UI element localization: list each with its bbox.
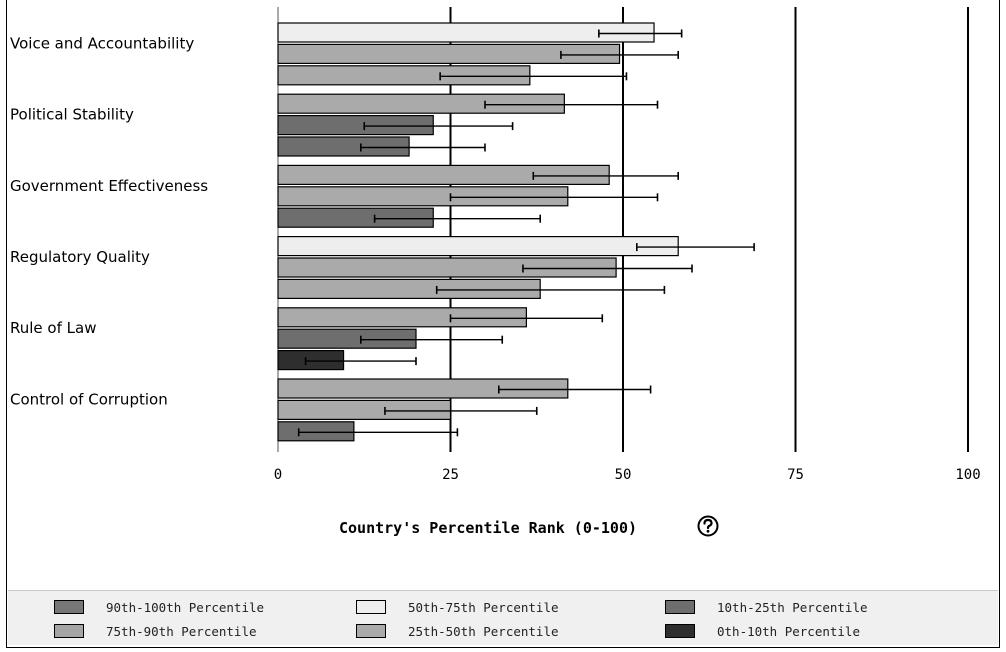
category-label: Control of Corruption bbox=[10, 390, 168, 408]
x-tick-label: 75 bbox=[787, 467, 804, 483]
bars bbox=[277, 22, 679, 442]
x-axis-ticks: 0 25 50 75 100 bbox=[274, 467, 981, 483]
legend-label: 10th-25th Percentile bbox=[717, 599, 868, 615]
x-tick-label: 50 bbox=[615, 467, 632, 483]
legend-swatch bbox=[356, 624, 386, 638]
legend-label: 0th-10th Percentile bbox=[717, 623, 860, 639]
legend-item: 0th-10th Percentile bbox=[665, 621, 860, 641]
bar bbox=[277, 207, 434, 228]
legend: 90th-100th Percentile 50th-75th Percentil… bbox=[8, 590, 998, 645]
legend-swatch bbox=[54, 624, 84, 638]
bar bbox=[277, 236, 679, 257]
category-label: Political Stability bbox=[10, 106, 134, 124]
category-label: Regulatory Quality bbox=[10, 248, 150, 266]
legend-label: 25th-50th Percentile bbox=[408, 623, 559, 639]
bar bbox=[277, 114, 434, 136]
bar bbox=[277, 43, 621, 65]
category-label: Voice and Accountability bbox=[10, 34, 194, 52]
bar bbox=[277, 93, 565, 114]
legend-swatch bbox=[665, 600, 695, 614]
legend-label: 75th-90th Percentile bbox=[106, 623, 257, 639]
bar bbox=[277, 378, 569, 399]
category-labels: Voice and Accountability Political Stabil… bbox=[10, 34, 208, 408]
bar bbox=[277, 278, 541, 299]
bar bbox=[277, 350, 345, 371]
legend-label: 90th-100th Percentile bbox=[106, 599, 265, 615]
bar bbox=[277, 307, 527, 328]
bar bbox=[277, 421, 355, 442]
x-axis-label: Country's Percentile Rank (0-100) bbox=[339, 519, 637, 537]
legend-item: 10th-25th Percentile bbox=[665, 597, 868, 617]
x-tick-label: 25 bbox=[442, 467, 459, 483]
legend-item: 25th-50th Percentile bbox=[356, 621, 559, 641]
error-bars bbox=[297, 29, 755, 437]
percentile-rank-chart: Voice and Accountability Political Stabil… bbox=[10, 7, 981, 537]
bar bbox=[277, 328, 417, 349]
bar bbox=[277, 186, 569, 207]
legend-label: 50th-75th Percentile bbox=[408, 599, 559, 615]
bar bbox=[277, 164, 610, 185]
category-label: Government Effectiveness bbox=[10, 177, 208, 195]
bar bbox=[277, 399, 452, 420]
bar bbox=[277, 136, 410, 157]
legend-swatch bbox=[665, 624, 695, 638]
legend-swatch bbox=[356, 600, 386, 614]
legend-item: 75th-90th Percentile bbox=[54, 621, 257, 641]
bar bbox=[277, 65, 531, 86]
bar bbox=[277, 257, 617, 278]
category-label: Rule of Law bbox=[10, 319, 96, 337]
bar bbox=[277, 22, 655, 43]
x-tick-label: 0 bbox=[274, 467, 282, 483]
legend-item: 50th-75th Percentile bbox=[356, 597, 559, 617]
question-mark-icon[interactable] bbox=[697, 515, 719, 537]
x-tick-label: 100 bbox=[955, 467, 980, 483]
legend-item: 90th-100th Percentile bbox=[54, 597, 264, 617]
legend-swatch bbox=[54, 600, 84, 614]
